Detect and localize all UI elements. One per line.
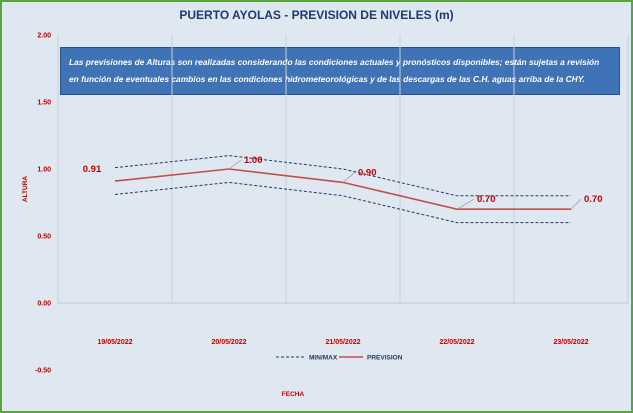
series-prevision-line	[114, 168, 571, 210]
legend-minmax-label: MIN/MAX	[309, 355, 338, 362]
x-tick-label: 22/05/2022	[439, 339, 474, 346]
data-label-leader	[228, 159, 242, 170]
x-axis-title: FECHA	[282, 391, 305, 398]
y-tick-label: 0.50	[37, 234, 51, 241]
x-tick-label: 21/05/2022	[325, 339, 360, 346]
data-label: 1.00	[244, 155, 263, 166]
series-max-line	[114, 155, 571, 197]
data-label-leader	[342, 172, 356, 183]
x-tick-label: 20/05/2022	[211, 339, 246, 346]
data-label-leader	[456, 198, 475, 210]
x-tick-label: 19/05/2022	[97, 339, 132, 346]
x-tick-label: 23/05/2022	[553, 339, 588, 346]
forecast-note-line-1: Las previsiones de Alturas son realizada…	[69, 57, 600, 67]
legend-prevision-label: PREVISION	[367, 355, 403, 362]
forecast-note-line-2: en función de eventuales cambios en las …	[69, 74, 585, 84]
y-axis-title: ALTURA	[22, 176, 29, 203]
data-label: 0.70	[584, 194, 603, 205]
series-min-line	[114, 181, 571, 224]
y-tick-label: 1.50	[37, 100, 51, 107]
data-label: 0.70	[477, 194, 496, 205]
y-tick-label: 2.00	[37, 33, 51, 40]
data-label-leader	[570, 198, 582, 210]
y-tick-label: -0.50	[35, 368, 51, 375]
y-tick-label: 1.00	[37, 167, 51, 174]
data-label: 0.90	[358, 167, 377, 178]
forecast-note: Las previsiones de Alturas son realizada…	[60, 47, 620, 95]
data-label: 0.91	[83, 164, 102, 175]
chart-title: PUERTO AYOLAS - PREVISION DE NIVELES (m)	[179, 8, 454, 22]
y-tick-label: 0.00	[37, 301, 51, 308]
